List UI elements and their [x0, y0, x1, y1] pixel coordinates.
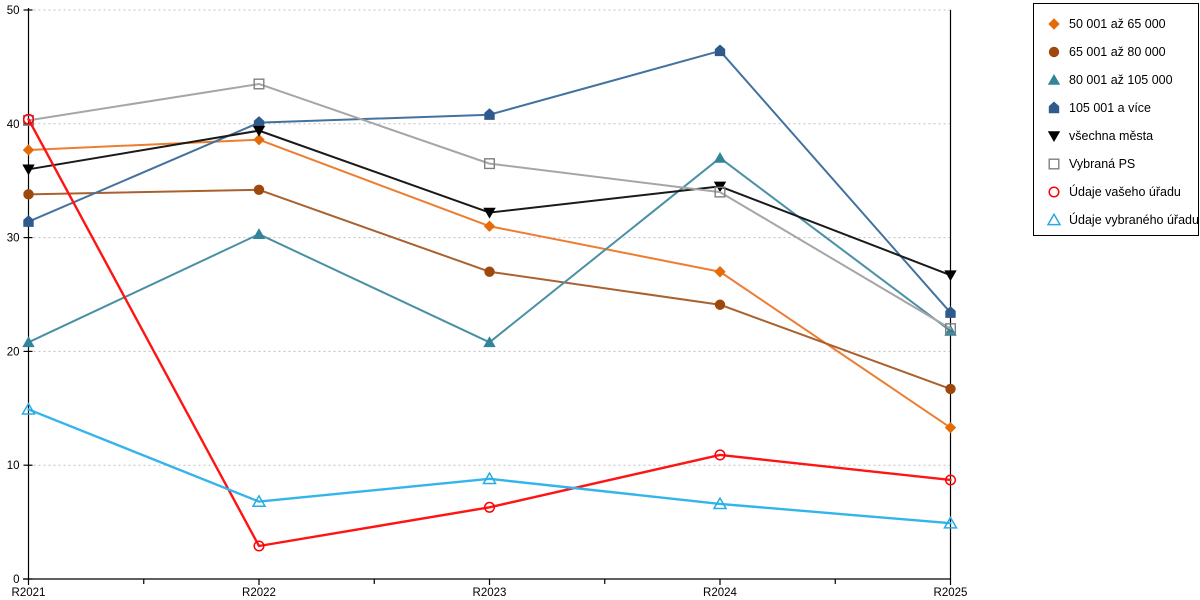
legend-item: 105 001 a více: [1046, 101, 1194, 115]
square-open-marker-icon: [1048, 158, 1060, 170]
legend-item: 50 001 až 65 000: [1046, 17, 1194, 31]
svg-text:R2024: R2024: [703, 587, 737, 599]
svg-text:0: 0: [13, 574, 19, 586]
svg-text:R2025: R2025: [934, 587, 968, 599]
svg-text:R2022: R2022: [242, 587, 276, 599]
legend-item: Údaje vašeho úřadu: [1046, 185, 1194, 199]
legend-label: 65 001 až 80 000: [1069, 45, 1166, 59]
legend-label: 105 001 a více: [1069, 101, 1152, 115]
triangle-down-marker-icon: [1047, 131, 1061, 142]
svg-text:20: 20: [7, 346, 20, 358]
legend-label: Vybraná PS: [1069, 157, 1136, 171]
legend-item: 80 001 až 105 000: [1046, 73, 1194, 87]
legend-label: 50 001 až 65 000: [1069, 17, 1166, 31]
legend-item: Údaje vybraného úřadu: [1046, 212, 1199, 227]
circle-open-marker-icon: [1048, 186, 1060, 198]
triangle-up-marker-icon: [1047, 74, 1061, 85]
legend-item: 65 001 až 80 000: [1046, 45, 1194, 59]
triangle-open-marker-icon: [1046, 212, 1062, 226]
pentagon-marker-icon: [1048, 101, 1060, 114]
legend-label: 80 001 až 105 000: [1069, 73, 1173, 87]
svg-text:10: 10: [7, 460, 20, 472]
svg-text:40: 40: [7, 119, 20, 131]
legend-label: Údaje vašeho úřadu: [1069, 185, 1181, 199]
diamond-marker-icon: [1048, 18, 1060, 30]
legend-label: Údaje vybraného úřadu: [1069, 213, 1199, 227]
legend: 50 001 až 65 000 65 001 až 80 000 80 001…: [1033, 3, 1199, 236]
svg-text:R2023: R2023: [473, 587, 507, 599]
svg-text:R2021: R2021: [12, 587, 46, 599]
svg-text:50: 50: [7, 5, 20, 17]
svg-text:30: 30: [7, 233, 20, 245]
legend-item: Vybraná PS: [1046, 157, 1194, 171]
legend-label: všechna města: [1069, 129, 1154, 143]
legend-item: všechna města: [1046, 129, 1194, 143]
circle-marker-icon: [1048, 46, 1060, 58]
